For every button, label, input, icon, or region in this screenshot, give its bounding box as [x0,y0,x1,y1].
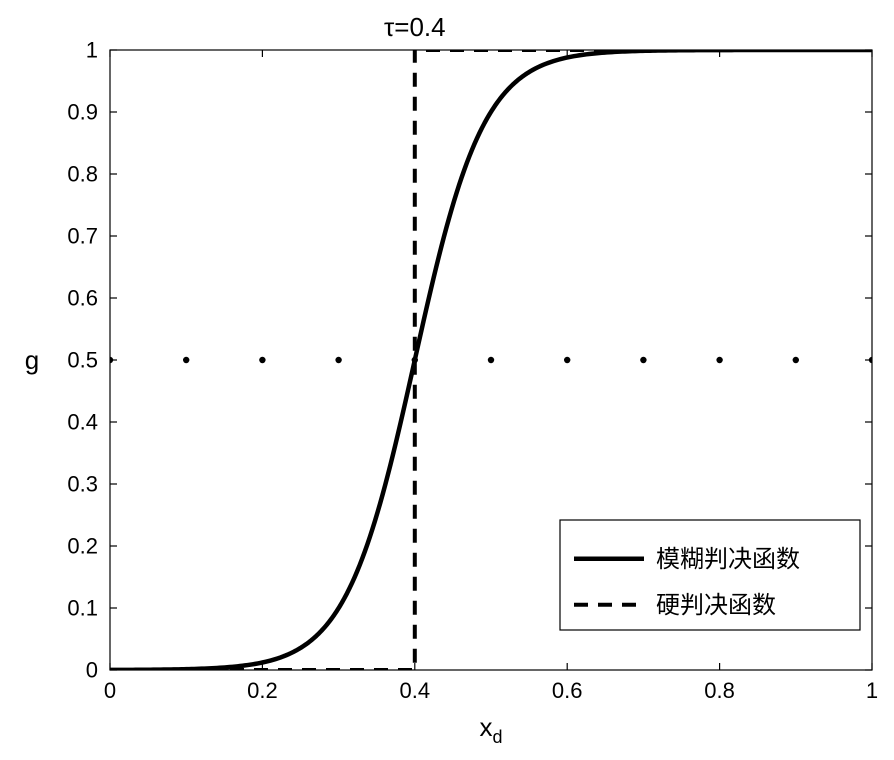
xtick-label: 0.8 [704,678,735,703]
chart-container: 0 0.2 0.4 0.6 0.8 1 0 0.1 0.2 0.3 0.4 0.5 0.6 0.7 0.8 0… [0,0,894,760]
ytick-label: 1 [86,38,98,63]
xtick-label: 0.2 [247,678,278,703]
ytick-label: 0.9 [67,100,98,125]
chart-svg: 0 0.2 0.4 0.6 0.8 1 0 0.1 0.2 0.3 0.4 0.5 0.6 0.7 0.8 0… [0,0,894,760]
ytick-label: 0.3 [67,472,98,497]
xtick-label: 0.4 [400,678,431,703]
ref-dot [640,357,646,363]
xtick-label: 1 [866,678,878,703]
ytick-label: 0 [86,658,98,683]
ref-dot [183,357,189,363]
y-axis-label: g [25,345,39,375]
legend-label-hard: 硬判决函数 [656,592,776,619]
ref-dot [793,357,799,363]
xtick-label: 0 [104,678,116,703]
xtick-label: 0.6 [552,678,583,703]
ytick-label: 0.6 [67,286,98,311]
ytick-label: 0.4 [67,410,98,435]
ref-dot [335,357,341,363]
ytick-label: 0.8 [67,162,98,187]
ytick-label: 0.1 [67,596,98,621]
ref-dot [716,357,722,363]
chart-bg [0,0,894,760]
ref-dot [259,357,265,363]
legend-label-fuzzy: 模糊判决函数 [656,546,800,573]
ytick-label: 0.7 [67,224,98,249]
ref-dot [488,357,494,363]
chart-title: τ=0.4 [384,12,446,42]
legend: 模糊判决函数硬判决函数 [560,520,860,630]
ytick-label: 0.2 [67,534,98,559]
ytick-label: 0.5 [67,348,98,373]
ref-dot [564,357,570,363]
